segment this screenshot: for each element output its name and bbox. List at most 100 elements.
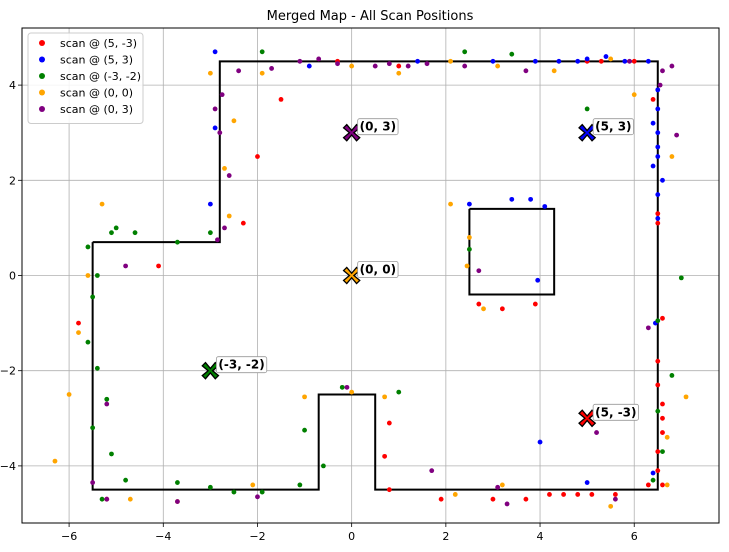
scan-point <box>523 68 529 74</box>
scan-point <box>66 392 72 397</box>
scan-position-marker <box>342 123 361 142</box>
scan-point <box>664 434 670 440</box>
scan-point <box>584 56 590 62</box>
x-tick-label: 2 <box>442 530 449 543</box>
position-label-box <box>592 403 639 421</box>
scan-point <box>226 213 232 219</box>
scan-point <box>683 394 689 400</box>
scan-point <box>660 68 665 74</box>
scan-point <box>660 482 665 488</box>
scan-point <box>481 306 486 312</box>
scan-point <box>575 58 581 64</box>
y-tick-label: 0 <box>9 270 16 283</box>
axis-ticks: −6 −4 −2 0 2 4 6 −4 −2 0 2 4 <box>0 79 638 543</box>
scan-point <box>655 408 661 414</box>
scan-point <box>372 63 378 69</box>
y-tick-label: −2 <box>0 365 16 378</box>
scan-point <box>104 496 110 502</box>
scatter-points <box>52 49 689 509</box>
scan-point <box>132 230 138 236</box>
scan-point <box>490 496 496 502</box>
scan-point <box>259 49 265 55</box>
scan-point <box>464 263 470 269</box>
scan-point <box>255 494 260 500</box>
scan-position-marker <box>342 266 361 285</box>
scan-point <box>631 58 637 64</box>
position-label-box <box>357 261 399 278</box>
scan-point <box>90 480 96 485</box>
scan-point <box>452 492 458 497</box>
scan-point <box>382 394 388 400</box>
scan-point <box>645 482 651 488</box>
x-tick-label: −6 <box>61 530 77 543</box>
scan-point <box>509 196 515 202</box>
scan-point <box>589 492 595 497</box>
scan-point <box>382 453 388 459</box>
scan-point <box>207 230 213 236</box>
scan-point <box>269 66 275 71</box>
scan-point <box>297 482 303 488</box>
scan-point <box>175 499 180 504</box>
scan-point <box>259 70 265 76</box>
scan-position-marker <box>578 409 597 428</box>
scan-point <box>547 492 552 497</box>
position-label: (0, 3) <box>360 120 396 134</box>
scan-point <box>52 458 58 464</box>
scan-point <box>655 87 661 93</box>
scan-point <box>660 177 665 183</box>
scan-point <box>207 201 213 207</box>
scan-point <box>655 130 661 136</box>
scan-point <box>650 120 656 126</box>
scan-point <box>655 144 661 150</box>
scan-point <box>584 106 590 112</box>
scan-point <box>123 477 129 483</box>
legend-marker <box>39 89 45 96</box>
wall-outline <box>91 60 659 491</box>
scan-point <box>250 482 256 488</box>
scan-point <box>490 58 496 64</box>
scan-point <box>85 244 91 250</box>
scan-point <box>575 492 581 497</box>
scan-point <box>476 301 482 307</box>
scan-point <box>236 68 242 74</box>
position-label: (5, 3) <box>595 120 631 134</box>
scan-point <box>561 492 566 497</box>
scan-point <box>650 163 656 169</box>
scan-point <box>669 63 675 69</box>
legend-marker <box>39 73 45 79</box>
scan-point <box>175 480 180 485</box>
scan-point <box>603 54 609 59</box>
scan-point <box>664 482 670 488</box>
scan-point <box>99 496 105 502</box>
scan-point <box>655 106 661 112</box>
scan-point <box>222 166 227 171</box>
scan-point <box>598 58 604 64</box>
scan-point <box>386 61 392 67</box>
scan-point <box>302 394 307 400</box>
legend: scan @ (5, -3) scan @ (5, 3) scan @ (-3, -… <box>27 32 144 124</box>
scan-point <box>655 220 661 226</box>
scan-point <box>584 480 590 485</box>
scan-point <box>217 130 223 136</box>
scan-point <box>535 277 541 283</box>
scan-point <box>608 503 614 509</box>
legend-marker <box>39 40 45 46</box>
scan-point <box>321 463 326 469</box>
scan-point <box>226 173 232 178</box>
scan-point <box>650 470 656 476</box>
scan-point <box>669 373 675 378</box>
legend-label: scan @ (5, 3) <box>60 54 133 67</box>
scan-point <box>212 106 218 112</box>
scan-point <box>466 235 472 240</box>
scan-point <box>466 246 472 252</box>
chart-title: Merged Map - All Scan Positions <box>267 9 474 24</box>
legend-box <box>27 32 144 124</box>
scan-point <box>678 275 684 281</box>
scan-point <box>90 294 96 300</box>
scan-point <box>113 225 119 231</box>
scan-point <box>415 58 420 64</box>
scan-point <box>660 415 665 421</box>
position-label-box <box>215 356 268 374</box>
scan-point <box>396 63 402 69</box>
scan-point <box>429 468 435 474</box>
